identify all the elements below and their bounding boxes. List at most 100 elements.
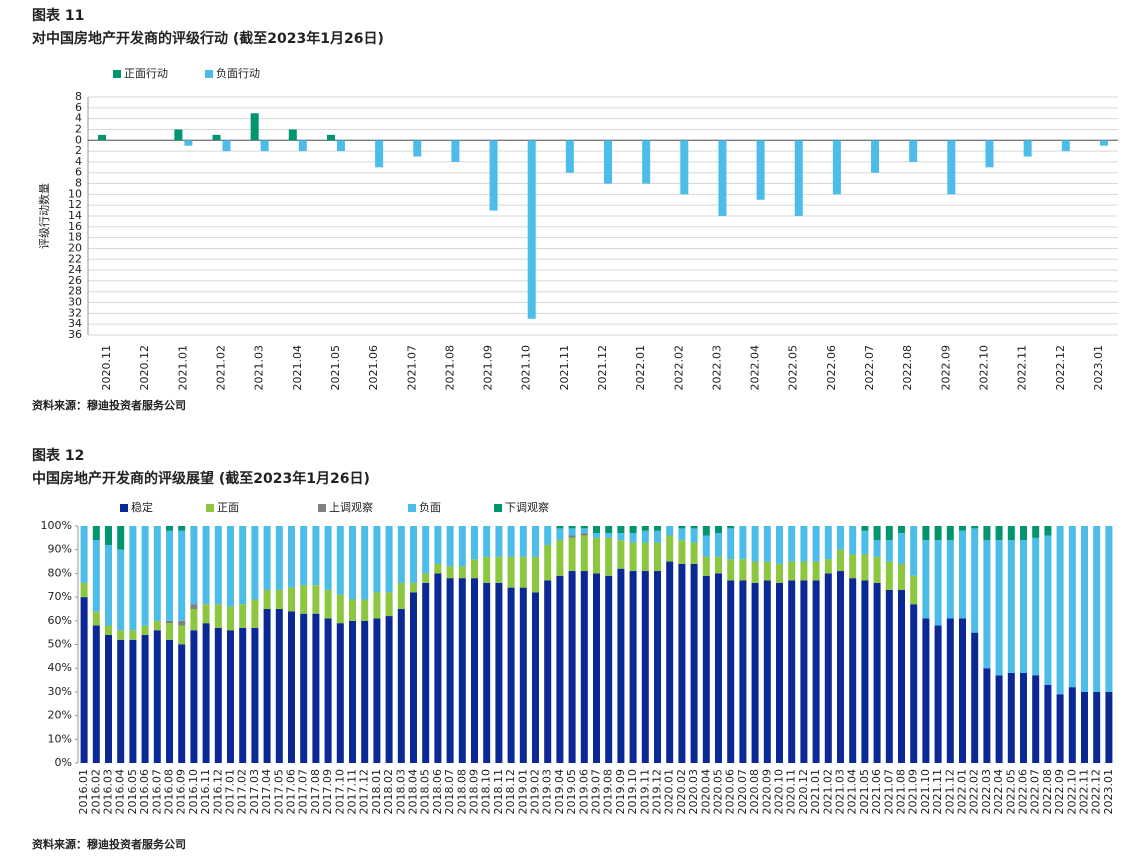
bar-segment bbox=[324, 526, 332, 590]
x-tick-label: 2019.11 bbox=[638, 769, 651, 815]
bar-segment bbox=[580, 526, 588, 529]
y-tick-label: 22 bbox=[68, 252, 82, 265]
bar-segment bbox=[129, 639, 137, 763]
bar-segment bbox=[702, 556, 710, 576]
bar-segment bbox=[141, 635, 149, 763]
x-tick-label: 2020.03 bbox=[687, 769, 700, 815]
x-tick-label: 2020.06 bbox=[724, 769, 737, 815]
bar-segment bbox=[739, 526, 747, 560]
x-tick-label: 2019.09 bbox=[614, 769, 627, 815]
bar-segment bbox=[776, 582, 783, 763]
bar bbox=[326, 134, 335, 141]
x-tick-label: 2022.01 bbox=[634, 345, 647, 391]
bar-segment bbox=[568, 528, 576, 536]
bar-segment bbox=[105, 544, 112, 626]
bar-segment bbox=[141, 526, 149, 626]
bar-segment bbox=[861, 580, 869, 763]
legend-swatch bbox=[206, 504, 214, 512]
bar-segment bbox=[812, 580, 820, 763]
bar-segment bbox=[824, 526, 832, 560]
x-tick-label: 2020.12 bbox=[138, 345, 151, 391]
bar-segment bbox=[983, 526, 991, 541]
x-tick-label: 2022.04 bbox=[992, 769, 1005, 815]
bar-segment bbox=[227, 606, 234, 631]
x-tick-label: 2016.09 bbox=[175, 769, 188, 815]
bar-segment bbox=[214, 627, 222, 763]
bar-segment bbox=[178, 625, 186, 645]
bar-segment bbox=[824, 559, 832, 574]
bar-segment bbox=[190, 630, 198, 763]
bar-segment bbox=[202, 604, 210, 624]
bar-segment bbox=[1105, 691, 1113, 763]
bar-segment bbox=[507, 587, 515, 763]
x-tick-label: 2017.04 bbox=[260, 769, 273, 815]
y-tick-label: 80% bbox=[48, 566, 72, 579]
x-tick-label: 2022.08 bbox=[901, 345, 914, 391]
bar-segment bbox=[593, 573, 600, 763]
bar-segment bbox=[666, 526, 674, 536]
bar-segment bbox=[776, 563, 783, 583]
bar-segment bbox=[983, 668, 991, 763]
bar-segment bbox=[763, 526, 771, 562]
x-tick-label: 2016.04 bbox=[114, 769, 127, 815]
x-tick-label: 2019.05 bbox=[565, 769, 578, 815]
x-tick-label: 2022.12 bbox=[1090, 769, 1103, 815]
x-tick-label: 2022.09 bbox=[939, 345, 952, 391]
bar-segment bbox=[556, 526, 564, 529]
x-tick-label: 2021.02 bbox=[215, 345, 228, 391]
bar-segment bbox=[678, 540, 686, 564]
bar-segment bbox=[166, 526, 173, 531]
bar-segment bbox=[593, 537, 600, 574]
bar-segment bbox=[190, 608, 198, 631]
bar-segment bbox=[800, 526, 808, 562]
bar-segment bbox=[995, 675, 1003, 763]
bar-segment bbox=[80, 526, 88, 583]
bar-segment bbox=[178, 530, 186, 621]
bar-segment bbox=[251, 627, 259, 763]
bar-segment bbox=[1020, 540, 1027, 673]
bar-segment bbox=[715, 533, 722, 557]
bar-segment bbox=[946, 540, 954, 619]
bar-segment bbox=[983, 540, 991, 669]
bar-segment bbox=[654, 542, 661, 572]
x-tick-label: 2018.02 bbox=[382, 769, 395, 815]
bar bbox=[642, 140, 651, 184]
bar-segment bbox=[483, 526, 491, 557]
bar-segment bbox=[751, 582, 759, 763]
y-tick-label: 32 bbox=[68, 306, 82, 319]
x-tick-label: 2019.06 bbox=[577, 769, 590, 815]
bar-segment bbox=[483, 556, 491, 583]
bar-segment bbox=[837, 549, 844, 572]
x-tick-label: 2016.11 bbox=[199, 769, 212, 815]
bar-segment bbox=[446, 578, 454, 763]
bar-segment bbox=[227, 526, 234, 607]
bar bbox=[909, 140, 918, 162]
bar-segment bbox=[568, 526, 576, 529]
x-tick-label: 2019.07 bbox=[590, 769, 603, 815]
x-tick-label: 2020.07 bbox=[736, 769, 749, 815]
x-tick-label: 2022.06 bbox=[825, 345, 838, 391]
legend-label: 稳定 bbox=[131, 500, 153, 514]
bar bbox=[1061, 140, 1070, 152]
bar-segment bbox=[971, 632, 979, 763]
bar-segment bbox=[153, 620, 161, 631]
bar bbox=[336, 140, 345, 152]
bar-segment bbox=[763, 580, 771, 763]
bar-segment bbox=[263, 526, 271, 590]
bar-segment bbox=[300, 613, 308, 763]
bar-segment bbox=[92, 526, 100, 541]
x-tick-label: 2018.03 bbox=[394, 769, 407, 815]
bar-segment bbox=[251, 599, 259, 628]
y-tick-label: 34 bbox=[68, 317, 82, 330]
x-tick-label: 2021.04 bbox=[291, 345, 304, 391]
bar-segment bbox=[275, 608, 283, 763]
bar-segment bbox=[837, 526, 844, 550]
x-tick-label: 2021.02 bbox=[821, 769, 834, 815]
x-tick-label: 2018.09 bbox=[468, 769, 481, 815]
bar-segment bbox=[519, 556, 527, 588]
bar bbox=[832, 140, 841, 195]
x-tick-label: 2020.12 bbox=[797, 769, 810, 815]
bar-segment bbox=[666, 535, 674, 562]
bar-segment bbox=[861, 530, 869, 555]
y-tick-label: 8 bbox=[75, 177, 82, 190]
